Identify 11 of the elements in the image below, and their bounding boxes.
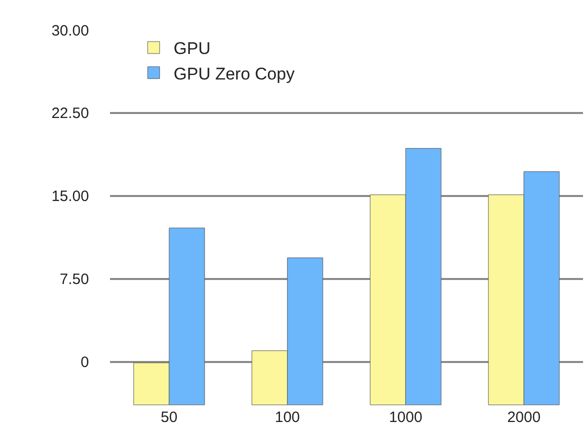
x-tick-label: 50 <box>160 409 178 426</box>
x-tick-label: 100 <box>274 409 300 426</box>
legend-label: GPU <box>174 39 210 58</box>
y-tick-label: 0 <box>80 354 89 372</box>
y-tick-label: 7.50 <box>60 271 89 288</box>
x-tick-label: 1000 <box>388 409 422 426</box>
legend-label: GPU Zero Copy <box>174 64 296 84</box>
y-tick-label: 30.00 <box>51 22 89 40</box>
y-tick-label: 22.50 <box>51 105 89 122</box>
y-tick-label: 15.00 <box>51 188 89 206</box>
x-tick-label: 2000 <box>507 409 541 426</box>
